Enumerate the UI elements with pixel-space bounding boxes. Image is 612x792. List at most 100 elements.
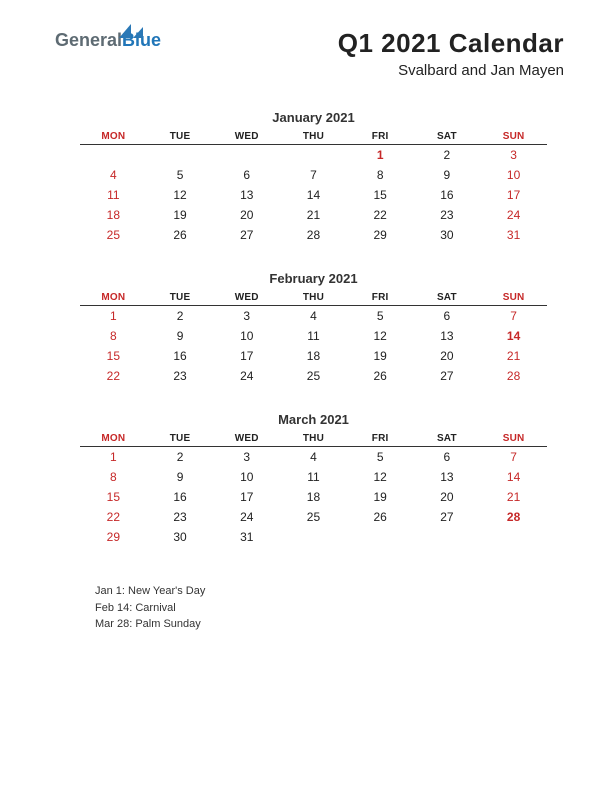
empty-cell — [147, 145, 214, 165]
calendar-table: MONTUEWEDTHUFRISATSUN1234567891011121314… — [80, 128, 547, 245]
day-cell: 20 — [414, 346, 481, 366]
day-cell: 24 — [480, 205, 547, 225]
logo-text-1: General — [55, 30, 122, 50]
day-cell: 21 — [480, 346, 547, 366]
day-cell: 10 — [213, 326, 280, 346]
day-cell: 25 — [280, 507, 347, 527]
weekday-header: SAT — [414, 289, 481, 306]
day-cell: 28 — [280, 225, 347, 245]
title-block: Q1 2021 Calendar Svalbard and Jan Mayen — [338, 28, 564, 79]
empty-cell — [280, 527, 347, 547]
weekday-header: TUE — [147, 128, 214, 145]
day-cell: 9 — [414, 165, 481, 185]
weekday-header: SUN — [480, 289, 547, 306]
day-cell: 16 — [414, 185, 481, 205]
day-cell: 8 — [80, 467, 147, 487]
day-cell: 20 — [414, 487, 481, 507]
day-cell: 29 — [80, 527, 147, 547]
day-cell: 6 — [414, 447, 481, 467]
weekday-header: MON — [80, 430, 147, 447]
day-cell: 3 — [213, 306, 280, 326]
day-cell: 23 — [147, 366, 214, 386]
weekday-header: MON — [80, 289, 147, 306]
weekday-header: FRI — [347, 128, 414, 145]
weekday-header: FRI — [347, 289, 414, 306]
day-cell: 23 — [147, 507, 214, 527]
day-cell: 14 — [480, 326, 547, 346]
day-cell: 23 — [414, 205, 481, 225]
day-cell: 25 — [80, 225, 147, 245]
day-cell: 27 — [213, 225, 280, 245]
day-cell: 14 — [280, 185, 347, 205]
weekday-header: SUN — [480, 128, 547, 145]
weekday-header: THU — [280, 289, 347, 306]
day-cell: 16 — [147, 487, 214, 507]
day-cell: 22 — [80, 366, 147, 386]
day-cell: 12 — [347, 326, 414, 346]
day-cell: 26 — [347, 366, 414, 386]
holiday-item: Feb 14: Carnival — [95, 600, 612, 617]
day-cell: 19 — [347, 487, 414, 507]
day-cell: 11 — [80, 185, 147, 205]
day-cell: 5 — [347, 447, 414, 467]
day-cell: 5 — [347, 306, 414, 326]
weekday-header: WED — [213, 430, 280, 447]
weekday-header: FRI — [347, 430, 414, 447]
day-cell: 12 — [147, 185, 214, 205]
day-cell: 26 — [347, 507, 414, 527]
day-cell: 30 — [414, 225, 481, 245]
day-cell: 21 — [280, 205, 347, 225]
weekday-header: WED — [213, 128, 280, 145]
weekday-header: WED — [213, 289, 280, 306]
day-cell: 22 — [80, 507, 147, 527]
day-cell: 4 — [280, 306, 347, 326]
day-cell: 15 — [80, 346, 147, 366]
calendar-table: MONTUEWEDTHUFRISATSUN1234567891011121314… — [80, 289, 547, 386]
day-cell: 9 — [147, 326, 214, 346]
day-cell: 31 — [480, 225, 547, 245]
day-cell: 5 — [147, 165, 214, 185]
day-cell: 30 — [147, 527, 214, 547]
empty-cell — [213, 145, 280, 165]
page-subtitle: Svalbard and Jan Mayen — [338, 62, 564, 79]
day-cell: 12 — [347, 467, 414, 487]
weekday-header: THU — [280, 430, 347, 447]
day-cell: 19 — [347, 346, 414, 366]
day-cell: 3 — [213, 447, 280, 467]
day-cell: 13 — [213, 185, 280, 205]
day-cell: 7 — [480, 306, 547, 326]
day-cell: 28 — [480, 366, 547, 386]
day-cell: 4 — [80, 165, 147, 185]
day-cell: 17 — [213, 487, 280, 507]
months-container: January 2021MONTUEWEDTHUFRISATSUN1234567… — [0, 90, 612, 547]
logo: GeneralBlue — [55, 30, 161, 51]
page-title: Q1 2021 Calendar — [338, 28, 564, 59]
day-cell: 7 — [280, 165, 347, 185]
day-cell: 27 — [414, 507, 481, 527]
empty-cell — [80, 145, 147, 165]
day-cell: 27 — [414, 366, 481, 386]
day-cell: 2 — [414, 145, 481, 165]
day-cell: 18 — [280, 346, 347, 366]
weekday-header: TUE — [147, 430, 214, 447]
day-cell: 8 — [347, 165, 414, 185]
weekday-header: THU — [280, 128, 347, 145]
weekday-header: SAT — [414, 430, 481, 447]
day-cell: 31 — [213, 527, 280, 547]
day-cell: 15 — [80, 487, 147, 507]
day-cell: 1 — [347, 145, 414, 165]
day-cell: 6 — [213, 165, 280, 185]
day-cell: 1 — [80, 447, 147, 467]
day-cell: 17 — [213, 346, 280, 366]
day-cell: 10 — [480, 165, 547, 185]
day-cell: 11 — [280, 467, 347, 487]
month-title: February 2021 — [80, 271, 547, 286]
day-cell: 19 — [147, 205, 214, 225]
empty-cell — [347, 527, 414, 547]
day-cell: 21 — [480, 487, 547, 507]
day-cell: 26 — [147, 225, 214, 245]
day-cell: 15 — [347, 185, 414, 205]
day-cell: 11 — [280, 326, 347, 346]
day-cell: 17 — [480, 185, 547, 205]
month-block: March 2021MONTUEWEDTHUFRISATSUN123456789… — [80, 412, 547, 547]
